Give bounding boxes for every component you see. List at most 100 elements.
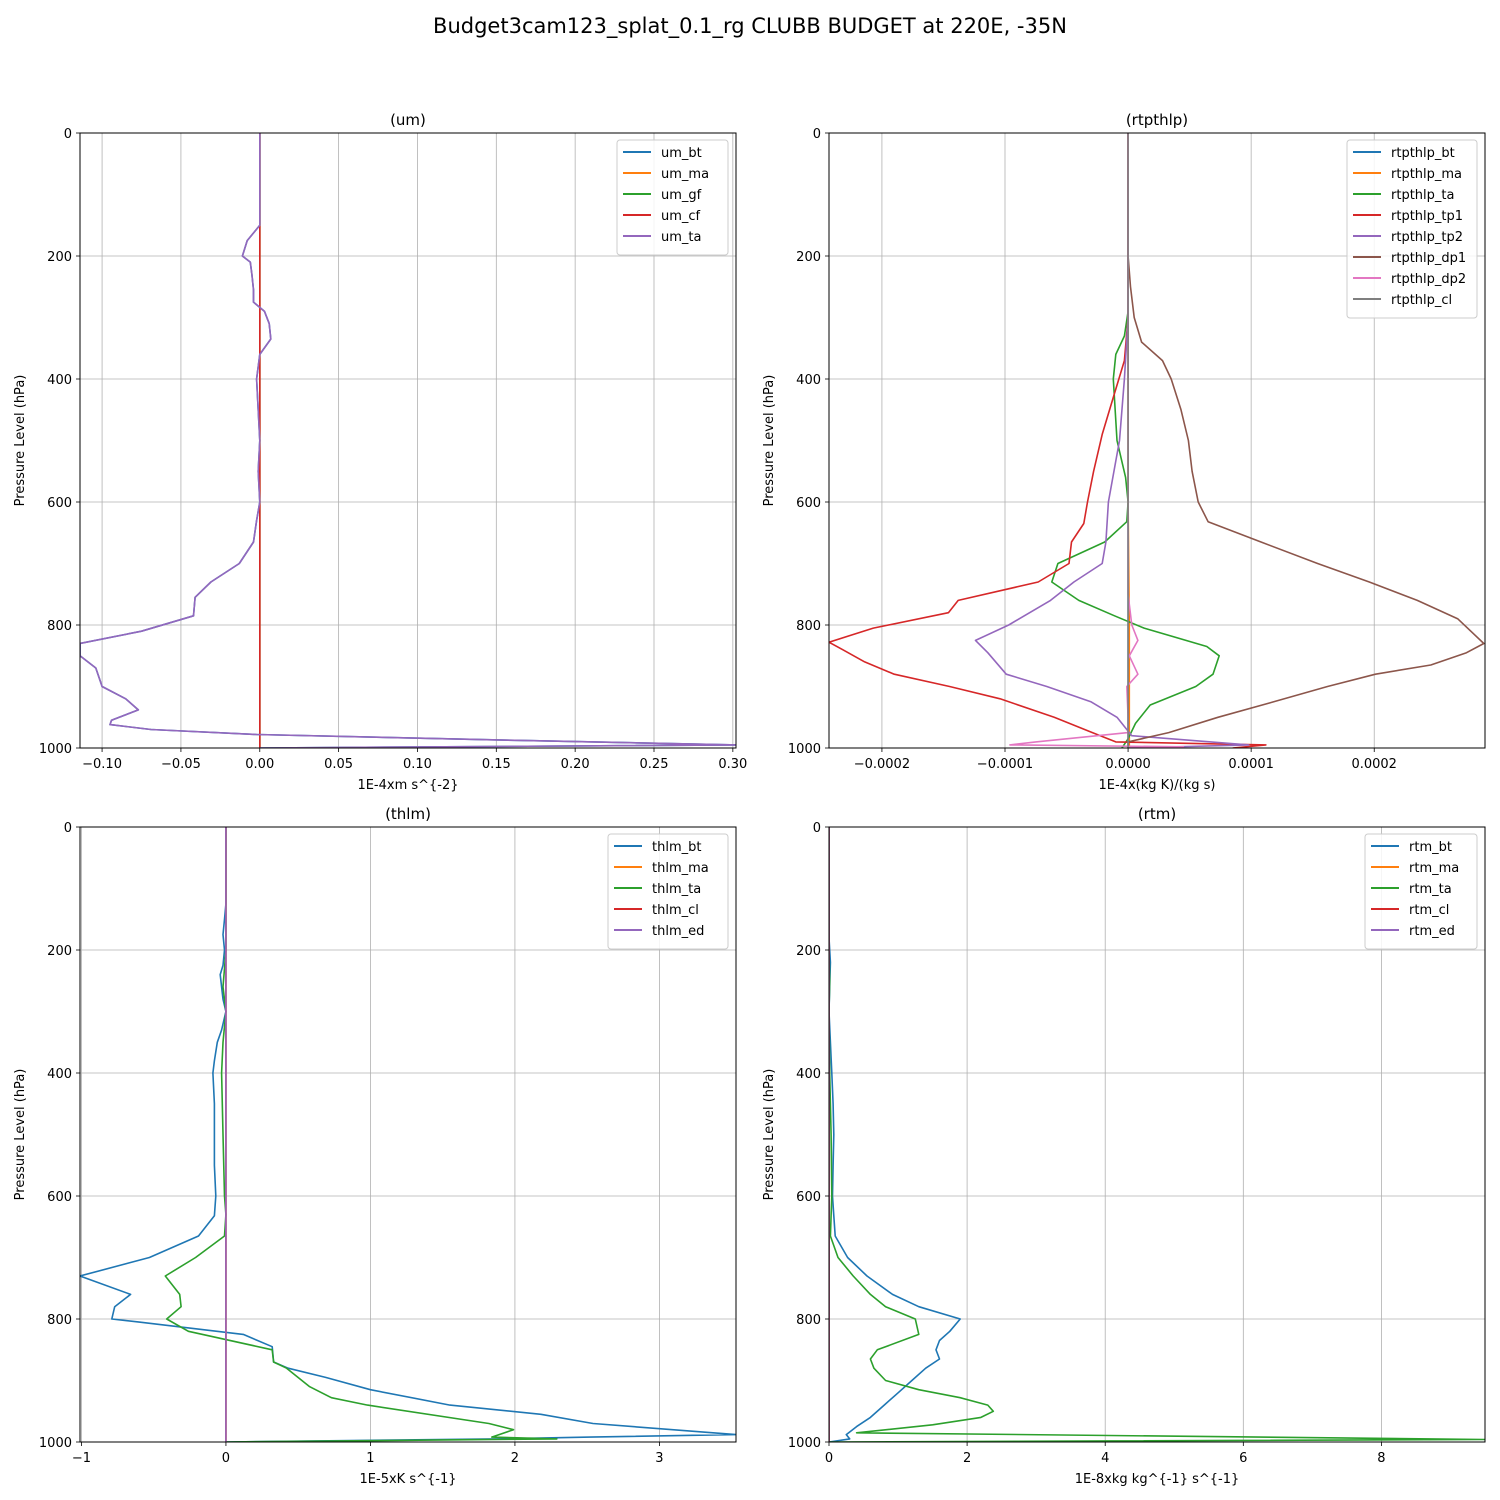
legend-entry: rtpthlp_ta bbox=[1391, 188, 1454, 203]
legend-entry: rtpthlp_bt bbox=[1391, 146, 1455, 161]
legend-entry: rtm_ta bbox=[1409, 882, 1452, 897]
x-tick-label: 0.0001 bbox=[1228, 757, 1274, 772]
y-tick-label: 1000 bbox=[788, 742, 821, 757]
y-tick-label: 200 bbox=[47, 944, 72, 959]
panel-title: (um) bbox=[390, 111, 426, 129]
legend-entry: thlm_ma bbox=[652, 861, 709, 876]
legend-entry: thlm_ed bbox=[652, 924, 704, 939]
series-group bbox=[80, 827, 736, 1442]
y-tick-label: 800 bbox=[796, 1313, 821, 1328]
legend-entry: um_bt bbox=[661, 146, 702, 161]
y-tick-label: 800 bbox=[47, 1313, 72, 1328]
legend-entry: rtm_ma bbox=[1409, 861, 1459, 876]
legend: rtm_bt rtm_ma rtm_ta rtm_cl rtm_ed bbox=[1364, 833, 1478, 950]
legend-entry: rtpthlp_ma bbox=[1391, 167, 1462, 182]
y-tick-label: 200 bbox=[796, 250, 821, 265]
y-tick-label: 600 bbox=[796, 1190, 821, 1205]
panel-title: (thlm) bbox=[385, 805, 431, 823]
y-tick-label: 0 bbox=[64, 821, 72, 836]
legend-entry: rtpthlp_tp2 bbox=[1391, 230, 1463, 245]
y-tick-label: 400 bbox=[47, 1067, 72, 1082]
legend-entry: um_cf bbox=[661, 209, 701, 224]
legend-entry: rtpthlp_tp1 bbox=[1391, 209, 1463, 224]
x-tick-label: −0.10 bbox=[82, 757, 122, 772]
x-tick-label: −0.0001 bbox=[977, 757, 1033, 772]
series-line-rtpthlp_tp2 bbox=[974, 133, 1250, 748]
series-line-rtpthlp_ta bbox=[1051, 133, 1220, 748]
plot-panel-2: −0.0002 −0.0001 0.0000 0.0001 0.0002 0 200 400 6… bbox=[762, 111, 1486, 793]
legend-entry: thlm_ta bbox=[652, 882, 701, 897]
legend-entry: rtm_cl bbox=[1409, 903, 1449, 918]
panel-title: (rtm) bbox=[1138, 805, 1176, 823]
legend-box bbox=[607, 833, 729, 950]
x-axis-label: 1E-4x(kg K)/(kg s) bbox=[1099, 778, 1216, 793]
y-tick-label: 0 bbox=[64, 127, 72, 142]
y-tick-label: 600 bbox=[796, 496, 821, 511]
x-tick-label: 0.10 bbox=[403, 757, 432, 772]
legend-entry: thlm_cl bbox=[652, 903, 699, 918]
x-axis-label: 1E-8xkg kg^{-1} s^{-1} bbox=[1075, 1472, 1240, 1487]
y-axis-label: Pressure Level (hPa) bbox=[762, 375, 777, 507]
y-tick-label: 0 bbox=[813, 821, 821, 836]
legend-box bbox=[1346, 139, 1478, 319]
legend-box bbox=[616, 139, 729, 256]
series-group bbox=[829, 827, 1485, 1442]
x-tick-label: −1 bbox=[72, 1451, 91, 1466]
series-line-thlm_ta bbox=[164, 827, 558, 1442]
x-tick-label: 6 bbox=[1239, 1451, 1247, 1466]
x-tick-label: 0.00 bbox=[245, 757, 274, 772]
series-line-rtpthlp_dp1 bbox=[1127, 133, 1485, 748]
x-tick-label: 4 bbox=[1101, 1451, 1109, 1466]
legend-entry: um_gf bbox=[661, 188, 702, 203]
panel-title: (rtpthlp) bbox=[1126, 111, 1188, 129]
x-tick-label: 0 bbox=[825, 1451, 833, 1466]
series-line-um_ta bbox=[80, 133, 736, 748]
y-tick-label: 200 bbox=[796, 944, 821, 959]
y-axis-label: Pressure Level (hPa) bbox=[13, 1069, 28, 1201]
series-line-rtpthlp_dp2 bbox=[1009, 133, 1185, 748]
x-tick-label: 0.25 bbox=[640, 757, 669, 772]
legend-entry: rtpthlp_dp1 bbox=[1391, 251, 1466, 266]
y-tick-label: 400 bbox=[796, 1067, 821, 1082]
series-line-rtm_bt bbox=[829, 827, 962, 1442]
x-tick-label: 0.0002 bbox=[1351, 757, 1397, 772]
y-tick-label: 800 bbox=[47, 619, 72, 634]
legend-entry: rtm_bt bbox=[1409, 840, 1452, 855]
x-tick-label: 0.20 bbox=[561, 757, 590, 772]
plot-frame bbox=[79, 132, 737, 749]
x-axis-label: 1E-4xm s^{-2} bbox=[357, 778, 458, 793]
y-tick-label: 600 bbox=[47, 1190, 72, 1205]
x-tick-label: 8 bbox=[1377, 1451, 1385, 1466]
plot-frame bbox=[828, 826, 1486, 1443]
x-tick-label: 1 bbox=[366, 1451, 374, 1466]
y-axis-label: Pressure Level (hPa) bbox=[762, 1069, 777, 1201]
x-tick-label: 0.0000 bbox=[1105, 757, 1151, 772]
legend-entry: um_ta bbox=[661, 230, 701, 245]
x-tick-label: 2 bbox=[963, 1451, 971, 1466]
plot-panel-4: 0 2 4 6 8 0 200 400 600 800 1000 (rtm) 1E-8xkg kg^{-… bbox=[762, 805, 1486, 1487]
series-line-rtpthlp_tp1 bbox=[829, 133, 1267, 748]
y-tick-label: 400 bbox=[47, 373, 72, 388]
legend-entry: thlm_bt bbox=[652, 840, 701, 855]
y-tick-label: 1000 bbox=[788, 1436, 821, 1451]
legend: um_bt um_ma um_gf um_cf um_ta bbox=[616, 139, 729, 256]
y-tick-label: 1000 bbox=[39, 742, 72, 757]
series-line-rtm_ta bbox=[829, 827, 1485, 1442]
legend-entry: rtm_ed bbox=[1409, 924, 1455, 939]
plot-panel-1: −0.10 −0.05 0.00 0.05 0.10 0.15 0.20 0.25 0.30 0 2… bbox=[13, 111, 747, 793]
series-group bbox=[80, 133, 736, 748]
x-tick-label: 0 bbox=[222, 1451, 230, 1466]
y-tick-label: 200 bbox=[47, 250, 72, 265]
x-tick-label: 0.05 bbox=[324, 757, 353, 772]
plot-frame bbox=[79, 826, 737, 1443]
x-tick-label: −0.0002 bbox=[854, 757, 910, 772]
legend-entry: rtpthlp_dp2 bbox=[1391, 272, 1466, 287]
x-axis-label: 1E-5xK s^{-1} bbox=[360, 1472, 457, 1487]
y-tick-label: 1000 bbox=[39, 1436, 72, 1451]
x-tick-label: 0.15 bbox=[482, 757, 511, 772]
y-tick-label: 400 bbox=[796, 373, 821, 388]
legend: rtpthlp_bt rtpthlp_ma rtpthlp_ta rtpthlp_tp… bbox=[1346, 139, 1478, 319]
plot-panel-3: −1 0 1 2 3 0 200 400 600 800 1000 (thlm) 1E-5xK s^{-… bbox=[13, 805, 737, 1487]
legend-box bbox=[1364, 833, 1478, 950]
